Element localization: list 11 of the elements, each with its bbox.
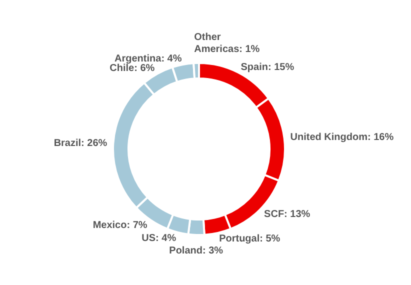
slice-label: Argentina: 4% xyxy=(114,53,182,64)
slice-label: Chile: 6% xyxy=(110,63,155,74)
slice-label: SCF: 13% xyxy=(264,208,310,220)
slice-label: Other Americas: 1% xyxy=(194,32,260,55)
slice-label: Portugal: 5% xyxy=(219,234,280,245)
slice-label: United Kingdom: 16% xyxy=(290,132,394,144)
slice-label: Poland: 3% xyxy=(169,246,224,257)
slice-label: Spain: 15% xyxy=(240,62,294,73)
slice-label: US: 4% xyxy=(142,232,176,244)
slice-label: Brazil: 26% xyxy=(54,138,108,149)
slice-label: Mexico: 7% xyxy=(92,220,148,231)
